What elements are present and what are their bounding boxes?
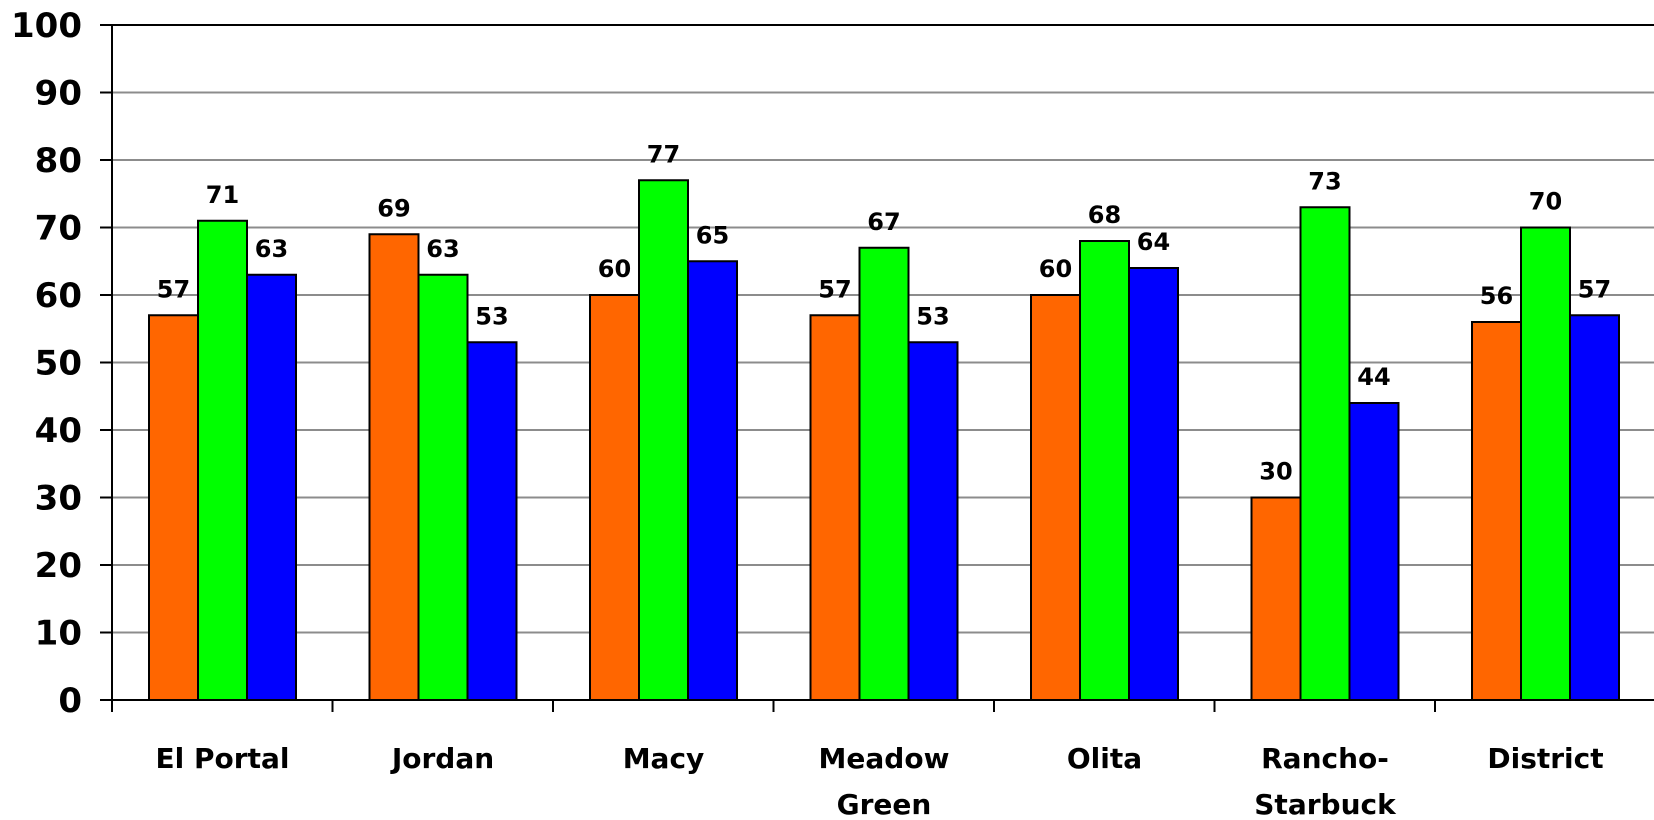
data-label: 60 [1039, 255, 1072, 283]
x-tick-label: Olita [1067, 742, 1142, 775]
bar [1348, 402, 1400, 701]
x-tick-label: District [1487, 742, 1603, 775]
data-label: 30 [1259, 458, 1292, 486]
data-label: 57 [157, 275, 190, 303]
bar [1569, 314, 1620, 701]
x-tick-label: Rancho-Starbuck [1254, 742, 1397, 820]
x-tick-label: Jordan [390, 742, 494, 775]
bar [1030, 294, 1081, 701]
data-label: 63 [255, 235, 288, 263]
x-tick-label: El Portal [156, 742, 290, 775]
data-label: 57 [1578, 275, 1611, 303]
y-tick-label: 0 [58, 681, 82, 721]
x-tick-label: Meadow Green [819, 742, 950, 820]
bar [1520, 226, 1571, 701]
bar [1128, 267, 1179, 701]
data-label: 71 [206, 181, 239, 209]
bar [1250, 496, 1302, 701]
data-label: 77 [647, 140, 680, 168]
data-label: 64 [1137, 228, 1170, 256]
bar [1079, 240, 1130, 701]
y-tick-label: 60 [35, 276, 82, 316]
y-tick-label: 10 [35, 614, 82, 654]
data-label: 70 [1529, 188, 1562, 216]
data-label: 60 [598, 255, 631, 283]
y-tick-label: 50 [35, 344, 82, 384]
y-tick-label: 20 [35, 546, 82, 586]
y-tick-label: 70 [35, 209, 82, 249]
data-label: 67 [867, 208, 900, 236]
bar [197, 219, 248, 701]
bars [148, 179, 1620, 701]
bar [148, 314, 199, 701]
data-label: 57 [818, 275, 851, 303]
x-tick-label: Macy [623, 742, 705, 775]
y-tick-label: 80 [35, 141, 82, 181]
bar [638, 179, 689, 701]
bar [809, 314, 861, 701]
labels: 0 10 20 30 40 50 60 70 80 90 100 57 69 60 57 60 30 56 71 63… [11, 6, 1611, 820]
data-label: 69 [377, 194, 410, 222]
data-label: 53 [916, 302, 949, 330]
bar [1299, 206, 1351, 701]
data-label: 53 [475, 302, 508, 330]
y-tick-label: 40 [35, 411, 82, 451]
bar [246, 273, 297, 701]
bar [1471, 321, 1522, 701]
y-tick-label: 100 [11, 6, 82, 46]
axes [100, 24, 1654, 712]
bar [858, 246, 910, 701]
data-label: 44 [1357, 363, 1390, 391]
bar [417, 273, 469, 701]
bar [907, 341, 959, 701]
data-label: 63 [426, 235, 459, 263]
bar [687, 260, 738, 701]
data-label: 56 [1480, 282, 1513, 310]
y-tick-label: 90 [35, 74, 82, 114]
data-label: 65 [696, 221, 729, 249]
bar [368, 233, 420, 701]
data-label: 68 [1088, 201, 1121, 229]
bar [466, 341, 518, 701]
bar [589, 294, 640, 701]
data-label: 73 [1308, 167, 1341, 195]
y-tick-label: 30 [35, 479, 82, 519]
